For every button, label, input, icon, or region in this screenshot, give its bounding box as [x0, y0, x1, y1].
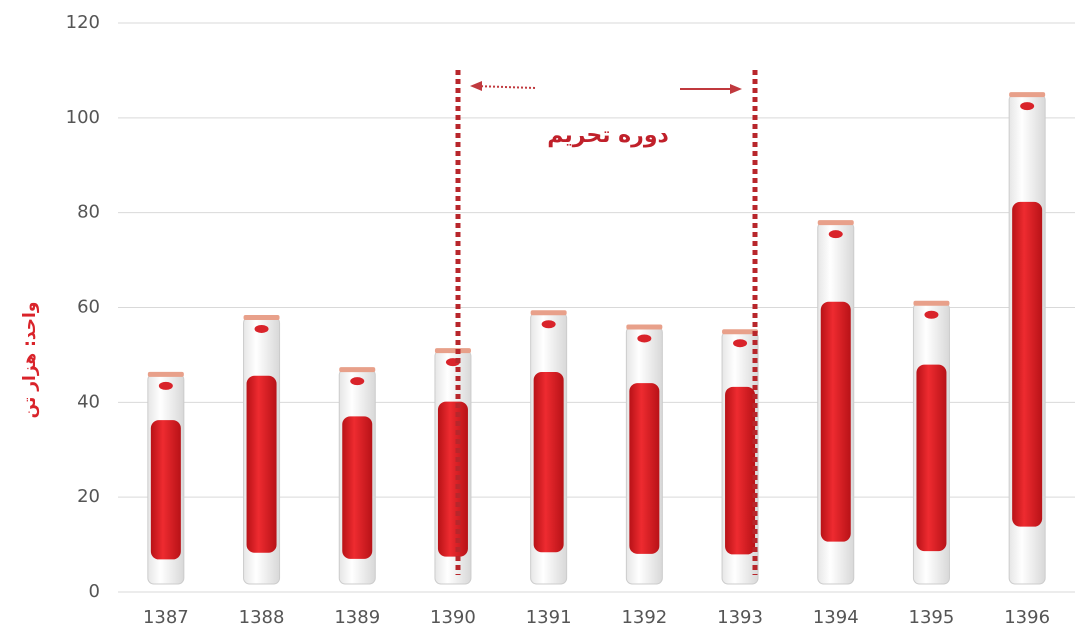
liquid — [916, 364, 947, 552]
tube — [817, 220, 855, 585]
y-tick-label: 0 — [89, 581, 100, 602]
x-tick-label: 1389 — [334, 607, 380, 628]
cap — [626, 324, 663, 330]
drop — [1020, 102, 1035, 111]
grid: 0 20 40 60 80 100 120 1387 1388 1389 1390 1391 1392 1… — [66, 12, 1075, 628]
tube — [912, 300, 950, 585]
cap — [243, 314, 280, 320]
y-tick-label: 80 — [77, 202, 100, 223]
drop — [828, 230, 843, 239]
x-tick-label: 1390 — [430, 607, 476, 628]
cap — [913, 300, 950, 306]
liquid — [342, 416, 373, 559]
liquid — [150, 420, 181, 560]
bars — [147, 92, 1046, 585]
tube — [147, 371, 185, 585]
arrow-right-head — [730, 84, 742, 94]
tube — [530, 310, 568, 585]
arrow-left — [474, 85, 536, 89]
x-tick-label: 1393 — [717, 607, 763, 628]
x-tick-label: 1387 — [143, 607, 189, 628]
tube — [1008, 92, 1046, 585]
tube — [434, 348, 472, 585]
cap — [817, 220, 854, 226]
liquid — [1012, 201, 1043, 527]
tube — [338, 367, 376, 585]
y-tick-label: 40 — [77, 391, 100, 412]
cap — [147, 371, 184, 377]
drop — [541, 320, 556, 329]
x-tick-label: 1388 — [239, 607, 285, 628]
y-axis-label: واحد: هزار تن — [20, 302, 40, 419]
drop — [637, 334, 652, 343]
liquid — [725, 386, 756, 555]
cap — [434, 348, 471, 354]
tube — [721, 329, 759, 585]
y-tick-label: 120 — [66, 12, 100, 33]
y-tick-label: 20 — [77, 486, 100, 507]
cap — [1009, 92, 1046, 98]
drop — [350, 377, 365, 386]
drop — [924, 310, 939, 319]
cap — [339, 367, 376, 373]
liquid — [820, 301, 851, 542]
x-tick-label: 1396 — [1004, 607, 1050, 628]
drop — [733, 339, 748, 348]
liquid — [437, 401, 468, 557]
cap — [722, 329, 759, 335]
y-tick-label: 60 — [77, 297, 100, 318]
x-tick-label: 1395 — [909, 607, 955, 628]
y-tick-label: 100 — [66, 107, 100, 128]
drop — [254, 324, 269, 333]
liquid — [629, 383, 660, 554]
x-tick-label: 1391 — [526, 607, 572, 628]
x-tick-label: 1394 — [813, 607, 859, 628]
liquid — [246, 375, 277, 553]
annotation: دوره تحریم — [547, 123, 669, 148]
liquid — [533, 372, 564, 553]
x-tick-label: 1392 — [621, 607, 667, 628]
cap — [530, 310, 567, 316]
tube — [625, 324, 663, 585]
tube — [243, 314, 281, 585]
drop — [158, 381, 173, 390]
arrow-left-head — [470, 81, 482, 91]
